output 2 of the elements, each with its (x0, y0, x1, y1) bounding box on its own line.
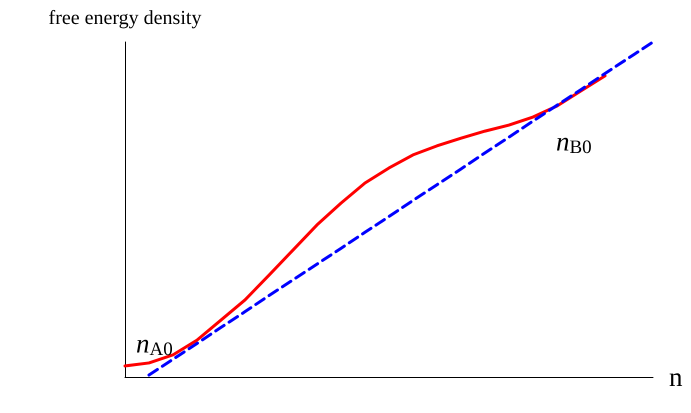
x-axis-title: n (669, 362, 683, 392)
y-axis-title: free energy density (48, 7, 202, 29)
